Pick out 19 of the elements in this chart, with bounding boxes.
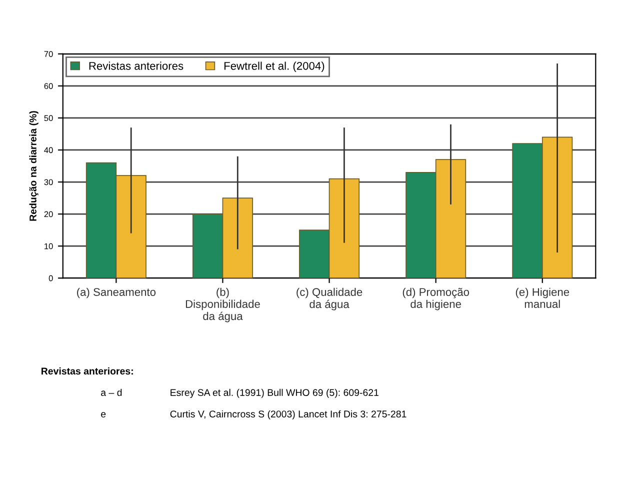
x-tick-label: (a) Saneamento bbox=[77, 288, 156, 298]
legend-label: Revistas anteriores bbox=[89, 62, 184, 70]
y-tick-label: 10 bbox=[44, 243, 53, 250]
x-tick-label: (e) Higiene manual bbox=[516, 288, 570, 308]
y-tick-label: 20 bbox=[44, 211, 53, 218]
y-tick-label: 50 bbox=[44, 115, 53, 122]
y-tick-label: 60 bbox=[44, 83, 53, 90]
legend-label: Fewtrell et al. (2004) bbox=[224, 62, 324, 72]
y-axis-title: Redução na diarreia (%) bbox=[29, 111, 38, 221]
y-tick-label: 70 bbox=[44, 51, 53, 58]
y-tick-label: 40 bbox=[44, 147, 53, 154]
x-tick-label: (c) Qualidade da água bbox=[296, 288, 362, 310]
text: e Curtis V, Cairncross S (2003) Lancet Inf Dis 3: 275-281 bbox=[101, 410, 406, 420]
text: a – d Esrey SA et al. (1991) Bull WHO 69 (5): 609-621 bbox=[101, 388, 378, 398]
y-tick-label: 30 bbox=[44, 179, 53, 186]
x-tick-label: (b) Disponibilidade da água bbox=[186, 288, 260, 322]
y-tick-label: 0 bbox=[48, 275, 53, 282]
text: Revistas anteriores: bbox=[42, 367, 133, 375]
x-tick-label: (d) Promoção da higiene bbox=[402, 288, 470, 310]
